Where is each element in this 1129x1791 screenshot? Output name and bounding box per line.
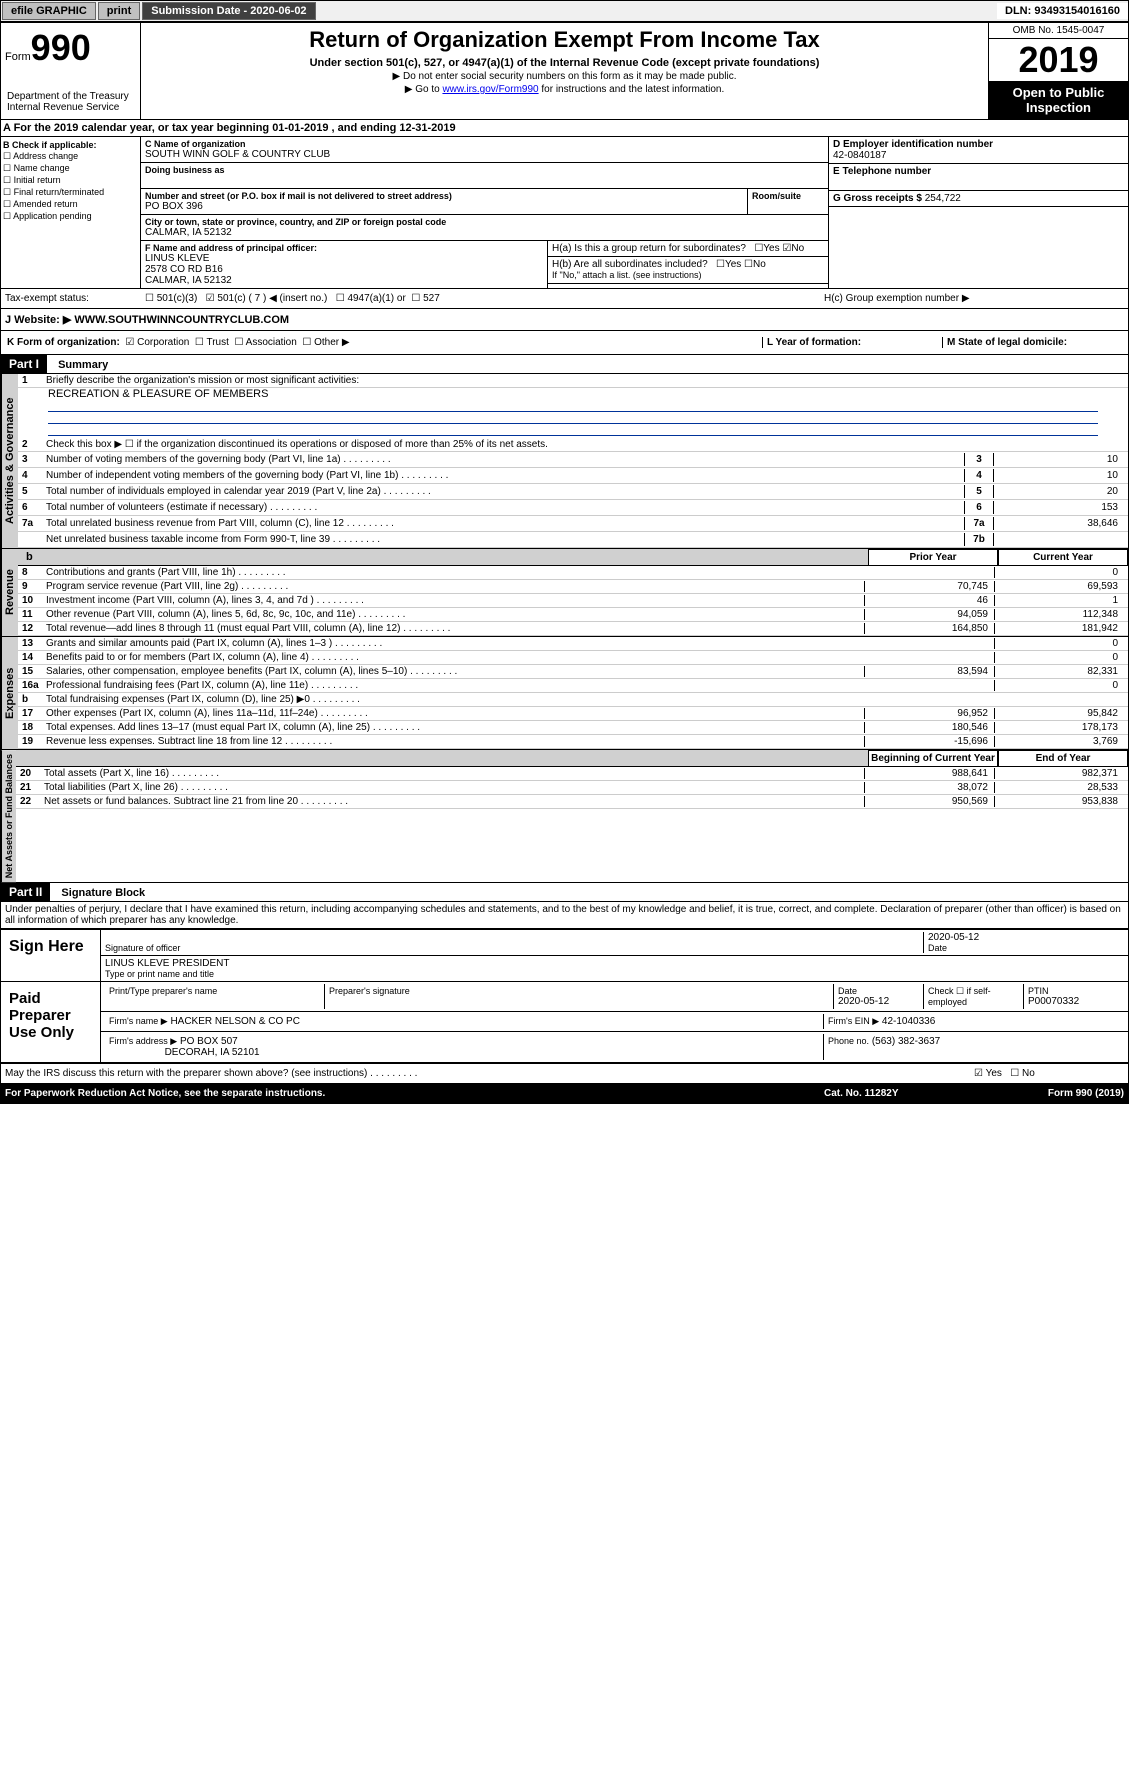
- ein-value: 42-0840187: [833, 150, 1124, 161]
- officer-label: F Name and address of principal officer:: [145, 243, 543, 253]
- omb-number: OMB No. 1545-0047: [989, 23, 1128, 39]
- tab-revenue: Revenue: [1, 549, 18, 636]
- form-number: 990: [31, 27, 91, 68]
- summary-line: 14 Benefits paid to or for members (Part…: [18, 651, 1128, 665]
- summary-line: 19 Revenue less expenses. Subtract line …: [18, 735, 1128, 749]
- officer-addr1: 2578 CO RD B16: [145, 264, 543, 275]
- part1-title: Summary: [50, 357, 116, 373]
- tab-governance: Activities & Governance: [1, 374, 18, 548]
- dba-label: Doing business as: [145, 165, 824, 175]
- summary-line: 16a Professional fundraising fees (Part …: [18, 679, 1128, 693]
- city-label: City or town, state or province, country…: [145, 217, 824, 227]
- summary-line: b Total fundraising expenses (Part IX, c…: [18, 693, 1128, 707]
- current-year-header: Current Year: [998, 549, 1128, 566]
- part2-title: Signature Block: [53, 885, 153, 901]
- link-note: ▶ Go to www.irs.gov/Form990 for instruct…: [145, 84, 984, 95]
- summary-line: 11 Other revenue (Part VIII, column (A),…: [18, 608, 1128, 622]
- submission-date-label: Submission Date - 2020-06-02: [142, 2, 315, 20]
- summary-line: 10 Investment income (Part VIII, column …: [18, 594, 1128, 608]
- summary-line: 13 Grants and similar amounts paid (Part…: [18, 637, 1128, 651]
- dln-label: DLN: 93493154016160: [997, 3, 1128, 19]
- box-h-a: H(a) Is this a group return for subordin…: [548, 241, 828, 257]
- may-irs-discuss: May the IRS discuss this return with the…: [5, 1068, 974, 1079]
- irs-link[interactable]: www.irs.gov/Form990: [442, 84, 538, 95]
- box-h-c: H(c) Group exemption number ▶: [824, 293, 1124, 304]
- end-year-header: End of Year: [998, 750, 1128, 767]
- open-inspection: Open to Public Inspection: [989, 81, 1128, 119]
- pra-notice: For Paperwork Reduction Act Notice, see …: [5, 1088, 824, 1099]
- tab-expenses: Expenses: [1, 637, 18, 749]
- summary-line: 9 Program service revenue (Part VIII, li…: [18, 580, 1128, 594]
- summary-line: 6 Total number of volunteers (estimate i…: [18, 500, 1128, 516]
- officer-addr2: CALMAR, IA 52132: [145, 275, 543, 286]
- top-toolbar: efile GRAPHIC print Submission Date - 20…: [0, 0, 1129, 22]
- privacy-note: ▶ Do not enter social security numbers o…: [145, 71, 984, 82]
- part1-header: Part I: [1, 355, 47, 373]
- box-h-b: H(b) Are all subordinates included? ☐Yes…: [548, 257, 828, 284]
- efile-button[interactable]: efile GRAPHIC: [2, 2, 96, 20]
- form-title: Return of Organization Exempt From Incom…: [145, 27, 984, 53]
- summary-line: 7a Total unrelated business revenue from…: [18, 516, 1128, 532]
- gross-label: G Gross receipts $: [833, 193, 925, 204]
- summary-line: 17 Other expenses (Part IX, column (A), …: [18, 707, 1128, 721]
- ein-label: D Employer identification number: [833, 139, 1124, 150]
- org-name-label: C Name of organization: [145, 139, 824, 149]
- part2-header: Part II: [1, 883, 50, 901]
- tax-status-row: Tax-exempt status: ☐ 501(c)(3) ☑ 501(c) …: [0, 289, 1129, 309]
- officer-name: LINUS KLEVE: [145, 253, 543, 264]
- room-label: Room/suite: [752, 191, 824, 201]
- summary-line: 4 Number of independent voting members o…: [18, 468, 1128, 484]
- tab-netassets: Net Assets or Fund Balances: [1, 750, 16, 882]
- info-grid: B Check if applicable: ☐ Address change …: [0, 137, 1129, 289]
- summary-line: 20 Total assets (Part X, line 16) 988,64…: [16, 767, 1128, 781]
- form-subtitle: Under section 501(c), 527, or 4947(a)(1)…: [145, 57, 984, 69]
- prior-year-header: Prior Year: [868, 549, 998, 566]
- summary-line: 5 Total number of individuals employed i…: [18, 484, 1128, 500]
- box-k: K Form of organization: ☑ Corporation ☐ …: [0, 331, 1129, 355]
- box-b: B Check if applicable: ☐ Address change …: [1, 137, 141, 288]
- form-footer: Form 990 (2019): [974, 1088, 1124, 1099]
- summary-line: 8 Contributions and grants (Part VIII, l…: [18, 566, 1128, 580]
- addr-value: PO BOX 396: [145, 201, 743, 212]
- line-a: A For the 2019 calendar year, or tax yea…: [0, 120, 1129, 137]
- cat-no: Cat. No. 11282Y: [824, 1088, 974, 1099]
- sign-here-label: Sign Here: [1, 930, 101, 981]
- form-label: Form: [5, 51, 31, 63]
- summary-line: 3 Number of voting members of the govern…: [18, 452, 1128, 468]
- line2-text: Check this box ▶ ☐ if the organization d…: [46, 439, 1124, 450]
- print-button[interactable]: print: [98, 2, 140, 20]
- summary-line: 22 Net assets or fund balances. Subtract…: [16, 795, 1128, 809]
- dept-treasury: Department of the Treasury Internal Reve…: [5, 89, 136, 115]
- org-name: SOUTH WINN GOLF & COUNTRY CLUB: [145, 149, 824, 160]
- summary-line: 18 Total expenses. Add lines 13–17 (must…: [18, 721, 1128, 735]
- summary-line: 21 Total liabilities (Part X, line 26) 3…: [16, 781, 1128, 795]
- beg-year-header: Beginning of Current Year: [868, 750, 998, 767]
- summary-line: 12 Total revenue—add lines 8 through 11 …: [18, 622, 1128, 636]
- summary-line: 15 Salaries, other compensation, employe…: [18, 665, 1128, 679]
- phone-label: E Telephone number: [833, 166, 1124, 177]
- perjury-declaration: Under penalties of perjury, I declare th…: [0, 902, 1129, 929]
- form-header: Form990 Department of the Treasury Inter…: [0, 22, 1129, 120]
- addr-label: Number and street (or P.O. box if mail i…: [145, 191, 743, 201]
- paid-preparer-label: Paid Preparer Use Only: [1, 982, 101, 1062]
- website-row: J Website: ▶ WWW.SOUTHWINNCOUNTRYCLUB.CO…: [0, 309, 1129, 331]
- gross-value: 254,722: [925, 193, 961, 204]
- line1-text: Briefly describe the organization's miss…: [46, 375, 1124, 386]
- summary-line: Net unrelated business taxable income fr…: [18, 532, 1128, 548]
- website-value: WWW.SOUTHWINNCOUNTRYCLUB.COM: [74, 314, 289, 326]
- tax-year: 2019: [989, 39, 1128, 81]
- city-value: CALMAR, IA 52132: [145, 227, 824, 238]
- mission-text: RECREATION & PLEASURE OF MEMBERS: [48, 388, 1098, 400]
